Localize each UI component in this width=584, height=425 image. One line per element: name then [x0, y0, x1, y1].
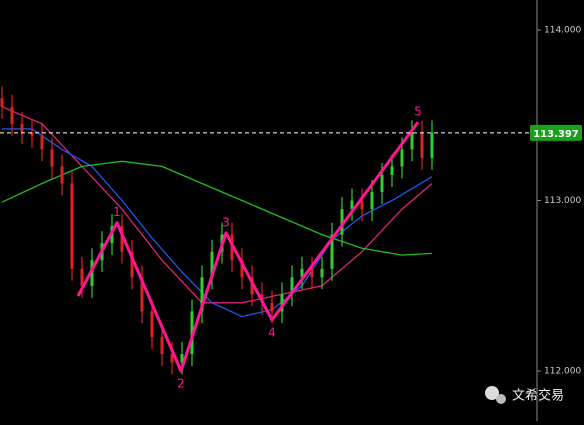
bar-body	[40, 135, 44, 150]
bar-body	[360, 200, 364, 210]
watermark-text: 文希交易	[512, 388, 564, 404]
last-price-box	[530, 124, 582, 141]
bar-body	[20, 123, 24, 133]
bar-body	[0, 98, 4, 107]
moving-average-line	[1, 106, 433, 304]
bar-body	[300, 268, 304, 278]
moving-average-line	[2, 128, 433, 318]
bar-body	[370, 191, 374, 210]
bar-body	[350, 200, 354, 210]
bar-body	[170, 353, 174, 363]
bar-body	[430, 132, 434, 158]
bar-body	[400, 149, 404, 167]
bar-body	[90, 260, 94, 286]
bar-body	[280, 294, 284, 312]
bar-body	[150, 311, 154, 337]
wave-label: 4	[268, 325, 276, 339]
bar-body	[120, 226, 124, 252]
watermark-icon	[496, 394, 506, 404]
bar-body	[140, 277, 144, 312]
watermark: 文希交易	[485, 386, 564, 404]
y-tick-label: 112.000	[544, 367, 581, 377]
wave-line	[76, 121, 420, 373]
bar-body	[330, 234, 334, 269]
bar-body	[70, 183, 74, 269]
bar-body	[80, 268, 84, 286]
bar-body	[290, 277, 294, 295]
wave-label: 2	[177, 377, 185, 391]
bar-body	[310, 268, 314, 278]
bar-body	[240, 260, 244, 278]
bar-body	[200, 277, 204, 312]
bar-body	[340, 209, 344, 235]
bar-body	[180, 353, 184, 363]
y-tick-label: 114.000	[544, 26, 581, 36]
wave-label: 5	[414, 105, 422, 119]
bar-body	[420, 132, 424, 158]
bar-body	[50, 149, 54, 167]
watermark-icon	[485, 386, 499, 400]
bar-body	[160, 336, 164, 354]
y-tick-label: 113.000	[544, 196, 581, 206]
wave-label: 3	[222, 215, 230, 229]
bar-body	[130, 251, 134, 278]
bar-body	[60, 166, 64, 184]
bar-body	[250, 277, 254, 295]
bar-body	[380, 174, 384, 192]
last-price-label: 113.397	[533, 129, 579, 140]
bar-body	[320, 268, 324, 278]
bar-body	[390, 166, 394, 175]
bar-body	[30, 132, 34, 136]
bar-body	[10, 106, 14, 124]
wave-label: 1	[113, 205, 121, 219]
bar-body	[410, 132, 414, 150]
moving-average-line	[1, 160, 433, 256]
bar-body	[270, 302, 274, 312]
bar-body	[210, 251, 214, 278]
